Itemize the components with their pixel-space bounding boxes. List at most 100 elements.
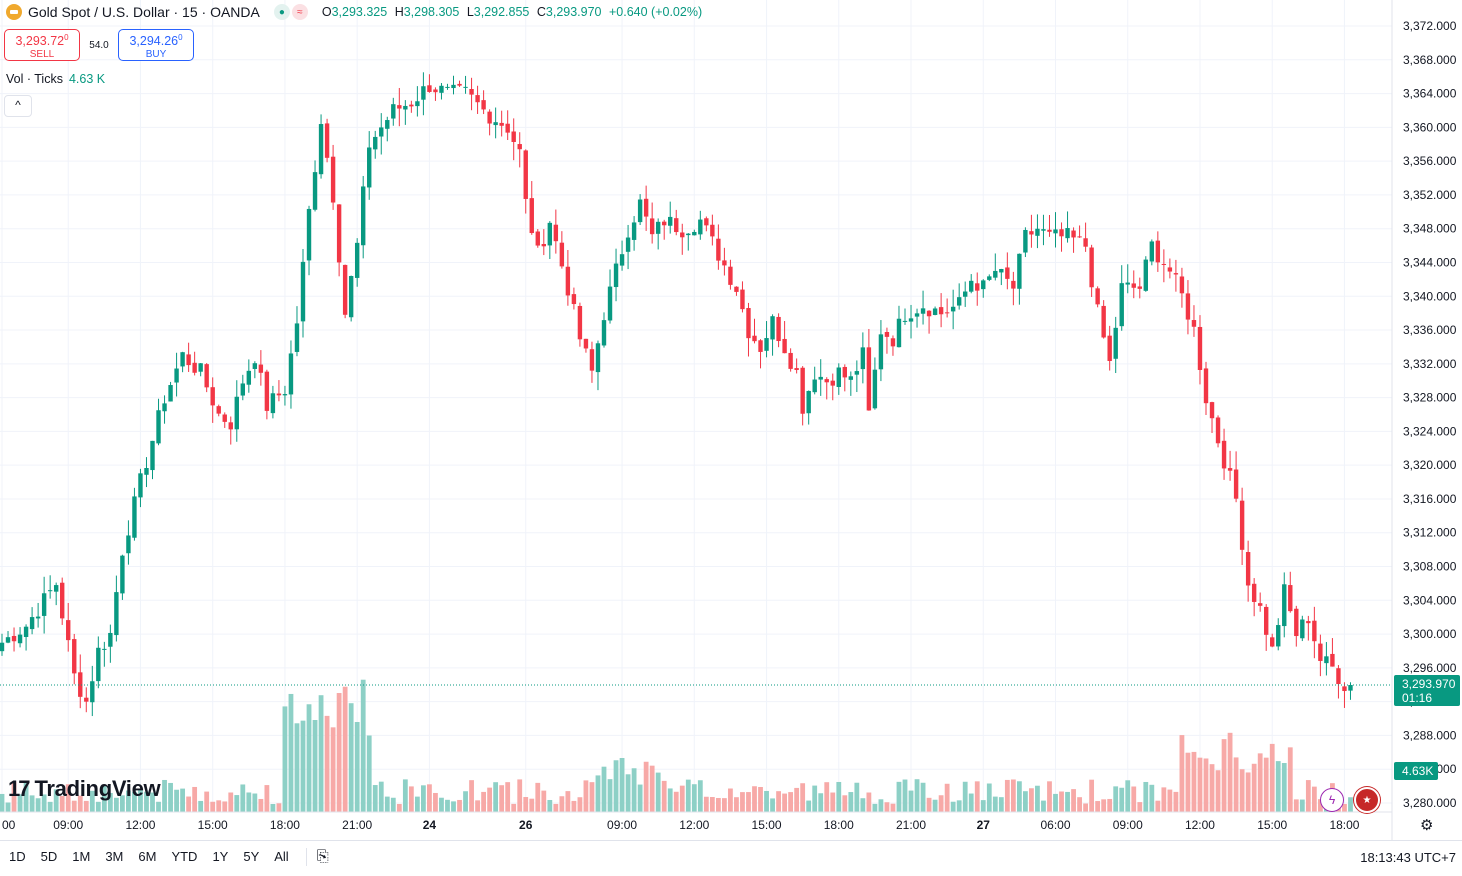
volume-bar xyxy=(378,781,384,812)
price-tick-label: 3,280.000 xyxy=(1403,796,1457,810)
candle-body xyxy=(523,150,528,199)
volume-bar xyxy=(685,779,691,812)
candle-body xyxy=(806,390,811,414)
candle-body xyxy=(595,343,601,373)
last-price-label-box xyxy=(1394,675,1460,707)
range-button-1y[interactable]: 1Y xyxy=(212,849,229,864)
price-tick-label: 3,324.000 xyxy=(1403,424,1457,438)
volume-bar xyxy=(728,788,733,812)
volume-bar xyxy=(992,796,998,812)
time-tick-label: 24 xyxy=(423,818,437,832)
volume-bar xyxy=(53,789,59,812)
candle-body xyxy=(1131,283,1136,288)
buy-price: 3,294.26 xyxy=(129,34,179,49)
volume-bar xyxy=(950,801,956,812)
candle-body xyxy=(23,626,29,637)
volume-bar xyxy=(758,787,763,812)
time-tick-label: 15:00 xyxy=(752,818,782,832)
candle-body xyxy=(920,308,926,314)
volume-bar xyxy=(162,779,167,812)
candle-body xyxy=(210,387,215,406)
range-button-6m[interactable]: 6M xyxy=(138,849,157,864)
candle-body xyxy=(222,414,227,422)
time-tick-label: 26 xyxy=(519,818,533,832)
change-value: +0.640 (+0.02%) xyxy=(608,5,703,19)
range-button-5y[interactable]: 5Y xyxy=(243,849,260,864)
candle-body xyxy=(511,131,516,142)
bars-indicator-icon[interactable]: ≈ xyxy=(291,4,308,20)
candle-body xyxy=(451,84,456,89)
candle-body xyxy=(475,95,480,103)
sell-button[interactable]: 3,293.720 SELL xyxy=(4,29,80,61)
range-button-1m[interactable]: 1M xyxy=(72,849,91,864)
volume-bar xyxy=(481,791,486,812)
range-button-all[interactable]: All xyxy=(274,849,289,864)
price-tick-label: 3,308.000 xyxy=(1403,560,1457,574)
candle-body xyxy=(439,85,444,93)
volume-bar xyxy=(240,784,246,812)
candle-body xyxy=(186,354,191,366)
settings-gear-icon[interactable]: ⚙ xyxy=(1420,817,1434,834)
candle-body xyxy=(1083,238,1088,247)
candle-body xyxy=(1215,417,1221,444)
up-down-indicator-icon[interactable]: ● xyxy=(273,4,290,20)
range-button-5d[interactable]: 5D xyxy=(40,849,58,864)
candle-body xyxy=(728,266,733,285)
price-tick-label: 3,312.000 xyxy=(1403,526,1457,540)
clock[interactable]: 18:13:43 UTC+7 xyxy=(1360,850,1456,865)
candle-body xyxy=(637,199,643,223)
close-value: 3,293.970 xyxy=(545,5,602,19)
bar-countdown-label: 01:16 xyxy=(1402,691,1432,705)
candle-body xyxy=(1251,583,1257,602)
candle-body xyxy=(860,347,866,370)
time-tick-label: 00 xyxy=(2,818,16,832)
volume-bar xyxy=(144,791,149,812)
calendar-range-icon[interactable]: ⎘ xyxy=(316,848,329,865)
indicator-toggle[interactable]: ● ≈ xyxy=(273,4,308,20)
price-tick-label: 3,360.000 xyxy=(1403,120,1457,134)
volume-bar xyxy=(469,780,474,812)
candle-body xyxy=(102,648,107,650)
volume-bar xyxy=(1348,797,1353,812)
volume-bar xyxy=(288,693,294,812)
volume-bar xyxy=(529,798,535,812)
range-button-1d[interactable]: 1D xyxy=(9,849,26,864)
collapse-icon[interactable]: ^ xyxy=(4,95,32,117)
candle-body xyxy=(698,219,703,235)
candle-body xyxy=(216,406,221,414)
tradingview-logo[interactable]: 17 TradingView xyxy=(8,776,161,802)
time-tick-label: 15:00 xyxy=(1257,818,1287,832)
price-tick-label: 3,364.000 xyxy=(1403,87,1457,101)
volume-bar xyxy=(607,779,613,812)
candle-body xyxy=(782,338,787,354)
volume-bar xyxy=(722,798,727,812)
volume-bar xyxy=(890,803,896,812)
volume-bar xyxy=(1239,769,1245,812)
volume-bar xyxy=(583,780,589,812)
flash-icon[interactable]: ϟ xyxy=(1320,788,1344,812)
volume-bar xyxy=(318,695,324,812)
candle-body xyxy=(493,122,498,126)
volume-bar xyxy=(673,791,679,812)
range-button-3m[interactable]: 3M xyxy=(105,849,124,864)
volume-bar xyxy=(77,795,83,812)
us-flag-icon[interactable]: ★ xyxy=(1354,787,1380,813)
range-button-ytd[interactable]: YTD xyxy=(171,849,198,864)
volume-bar xyxy=(553,803,559,812)
candle-body xyxy=(342,264,348,315)
volume-bar xyxy=(505,782,511,812)
brand-name: TradingView xyxy=(34,776,161,801)
time-axis: 00 09:00 12:00 15:00 18:00 21:00 24 26 09:00 12:0… xyxy=(0,811,1392,832)
symbol-title[interactable]: Gold Spot / U.S. Dollar · 15 · OANDA xyxy=(28,4,260,20)
buy-button[interactable]: 3,294.260 BUY xyxy=(118,29,194,61)
volume-bar xyxy=(541,790,547,812)
volume-legend[interactable]: Vol · Ticks 4.63 K xyxy=(6,72,105,86)
time-tick-label: 12:00 xyxy=(1185,818,1215,832)
volume-bar xyxy=(1137,802,1143,812)
candle-body xyxy=(607,286,613,321)
volume-bar xyxy=(770,798,775,812)
volume-bar xyxy=(830,792,836,812)
candle-body xyxy=(11,635,17,642)
